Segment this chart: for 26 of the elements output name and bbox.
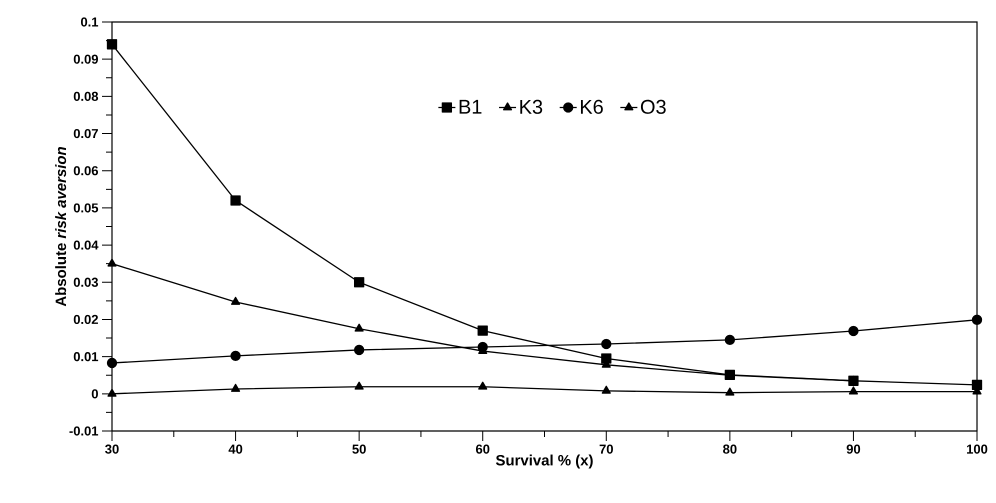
y-tick-label: 0.05 (74, 203, 98, 212)
legend-label: K6 (580, 100, 603, 114)
x-tick-label: 30 (105, 444, 119, 454)
x-tick-label: 40 (228, 444, 242, 454)
y-axis-title: Absolute risk aversion (55, 147, 66, 306)
x-tick-label: 100 (967, 444, 988, 454)
y-tick-label: 0.03 (74, 278, 98, 287)
y-tick-label: 0.1 (80, 17, 98, 27)
y-tick-label: 0.01 (74, 352, 98, 362)
x-tick-label: 60 (476, 444, 490, 454)
legend-label: K3 (520, 100, 542, 114)
y-tick-label: 0.09 (74, 54, 98, 64)
y-tick-label: 0.02 (74, 314, 98, 324)
x-axis-title: Survival % (x) (496, 454, 593, 468)
y-tick-label: 0.08 (74, 92, 98, 101)
x-tick-label: 90 (846, 444, 860, 454)
legend-label: B1 (460, 100, 482, 114)
y-tick-label: 0 (92, 389, 98, 398)
legend-label: O3 (640, 100, 666, 114)
y-tick-label: 0.07 (74, 128, 98, 138)
y-tick-label: -0.01 (69, 426, 98, 436)
y-tick-label: 0.04 (74, 240, 98, 250)
y-tick-label: 0.06 (74, 166, 98, 176)
x-tick-label: 70 (600, 444, 613, 454)
x-tick-label: 80 (723, 444, 737, 454)
x-tick-label: 50 (352, 444, 366, 454)
